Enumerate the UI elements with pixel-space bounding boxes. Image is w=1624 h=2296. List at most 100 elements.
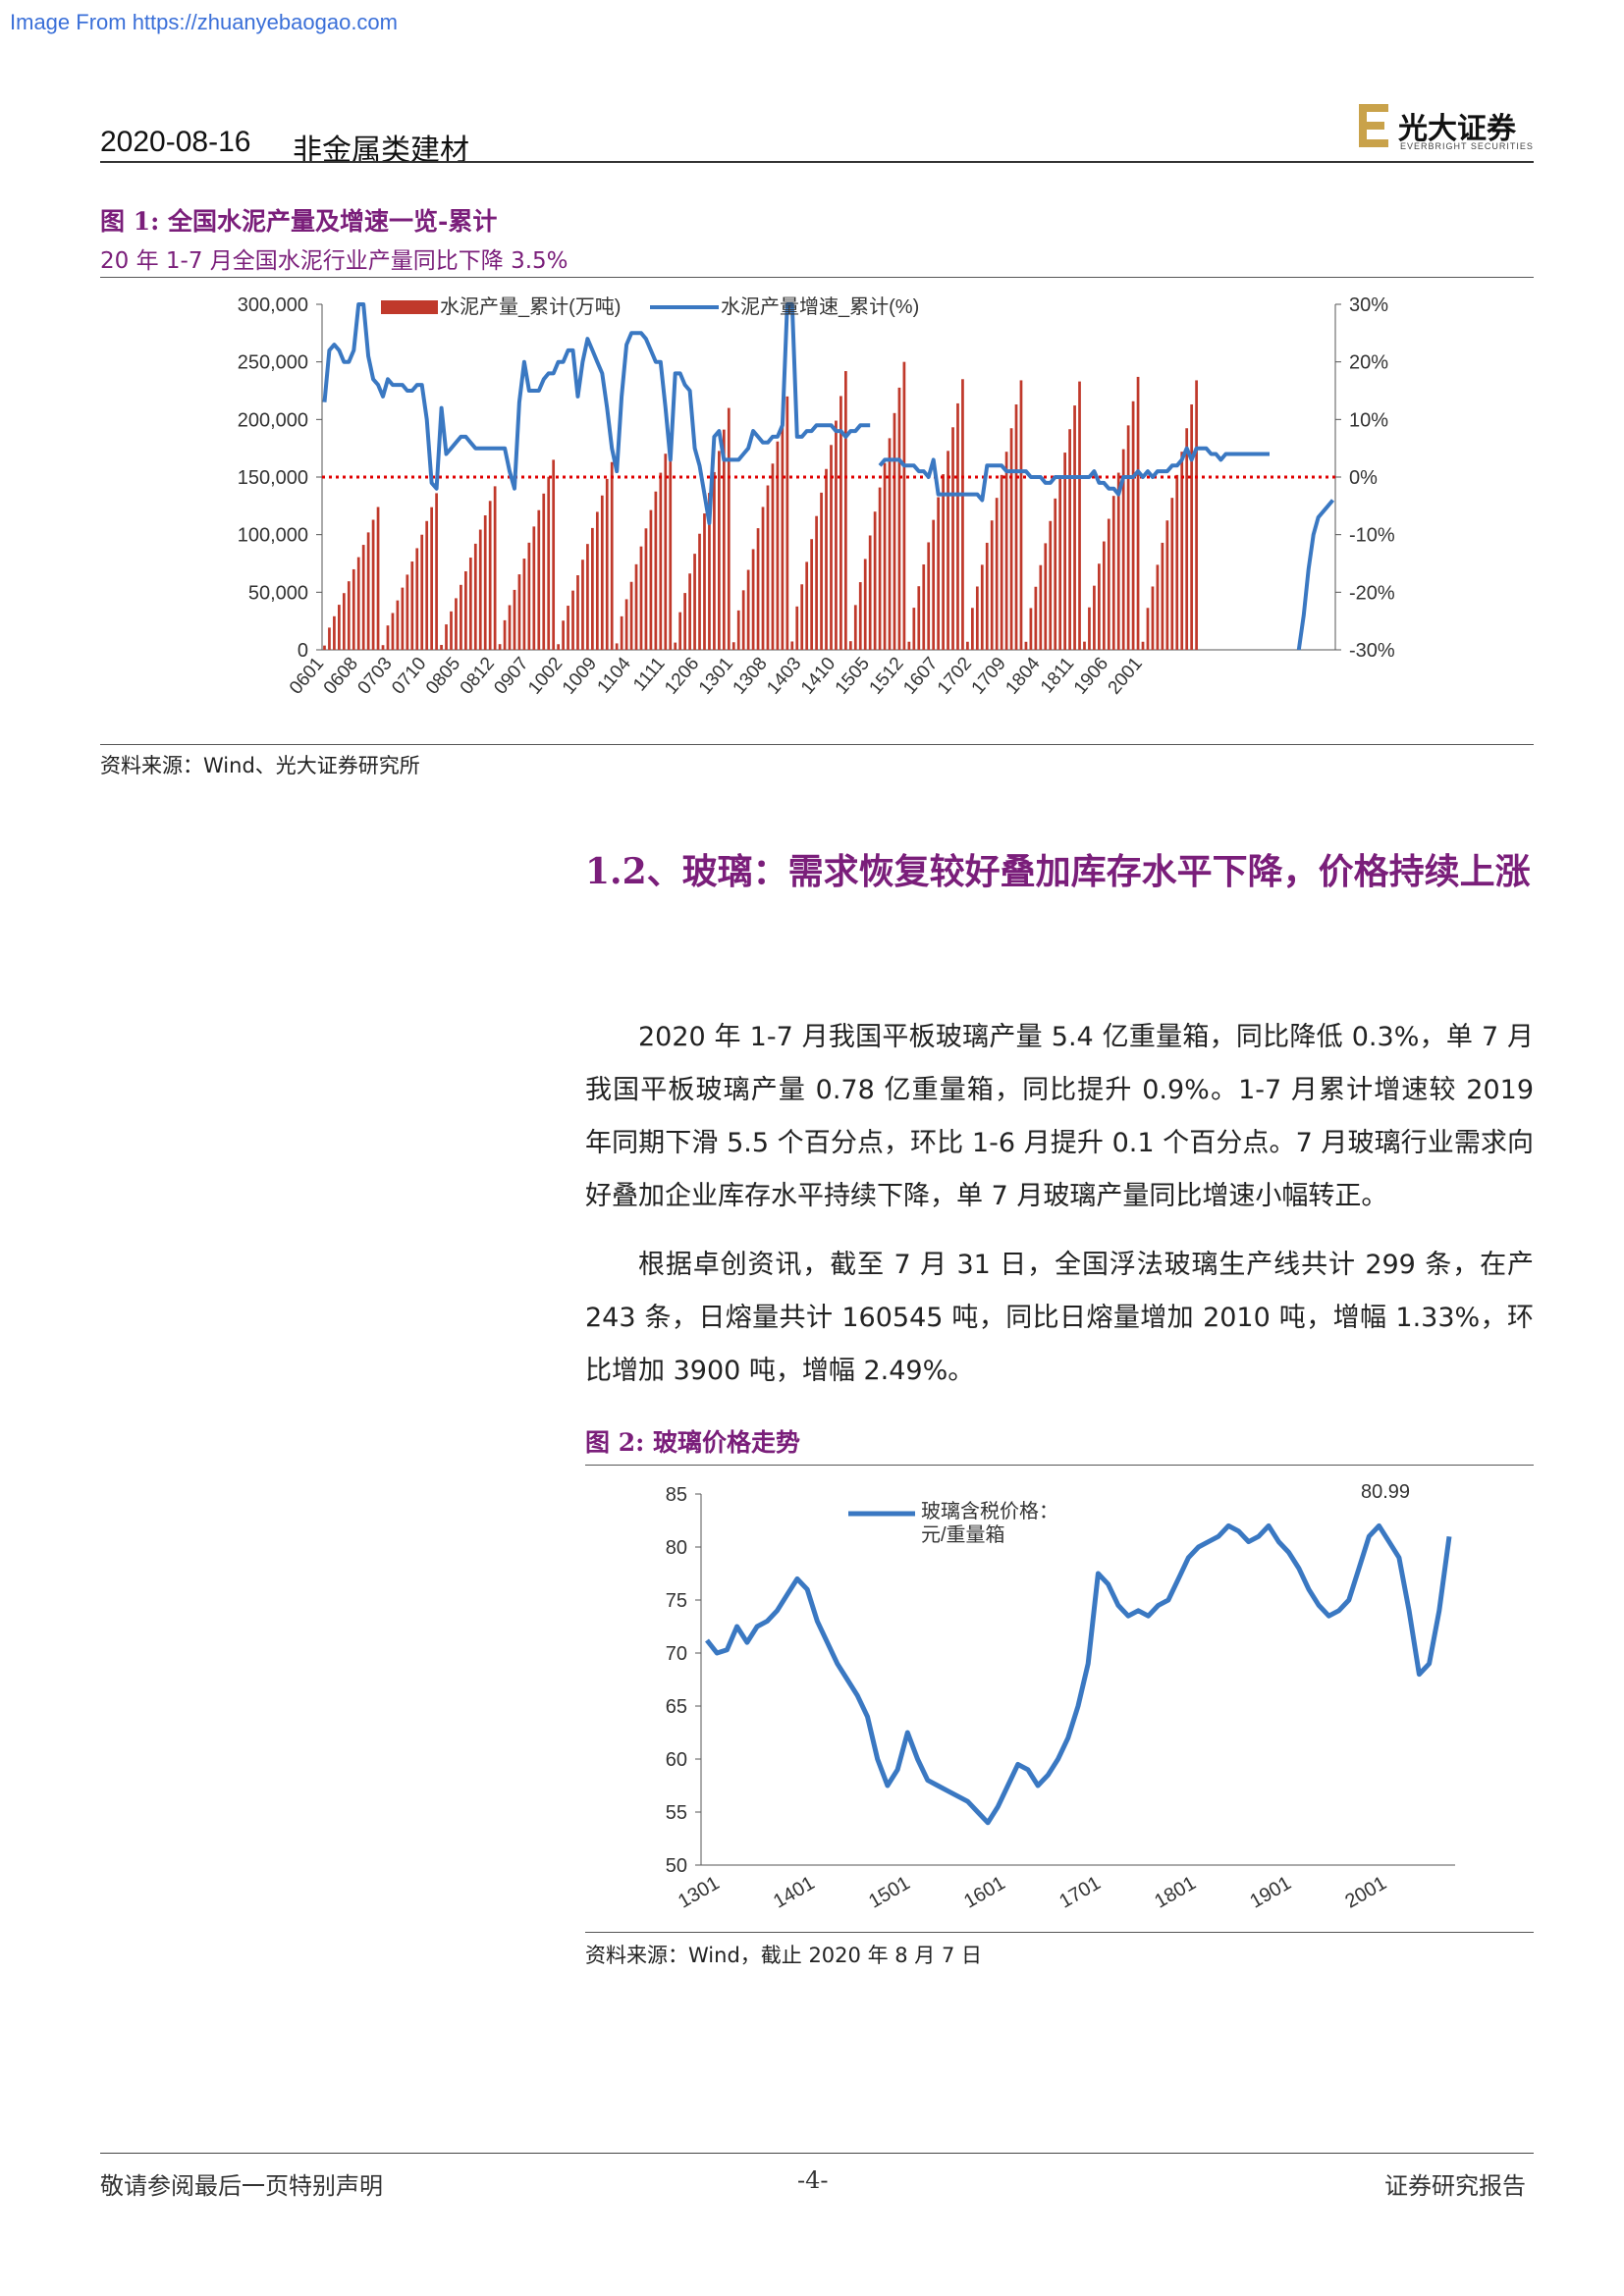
cement-output-bar bbox=[634, 563, 638, 650]
cement-output-bar bbox=[1161, 542, 1164, 650]
cement-output-bar bbox=[1170, 498, 1174, 650]
cement-output-bar bbox=[513, 589, 516, 650]
cement-output-bar bbox=[713, 471, 716, 650]
x-tick-label: 0812 bbox=[457, 654, 499, 699]
cement-output-bar bbox=[825, 468, 828, 650]
watermark-link[interactable]: Image From https://zhuanyebaogao.com bbox=[10, 10, 398, 34]
cement-output-bar bbox=[731, 642, 735, 650]
figure2-label: 图 2: bbox=[585, 1428, 645, 1457]
cement-output-bar bbox=[688, 573, 691, 650]
cement-output-bar bbox=[1039, 564, 1043, 650]
x-tick-label: 1607 bbox=[899, 654, 942, 699]
cement-output-bar bbox=[450, 611, 453, 650]
cement-output-bar bbox=[815, 515, 818, 650]
cement-output-bar bbox=[956, 402, 959, 650]
x-tick-label: 1804 bbox=[1001, 653, 1045, 698]
left-tick-label: 200,000 bbox=[238, 409, 308, 431]
logo-en-text: EVERBRIGHT SECURITIES bbox=[1400, 141, 1534, 151]
right-tick-label: -20% bbox=[1349, 582, 1395, 604]
cement-output-bar bbox=[805, 561, 809, 650]
cement-output-bar bbox=[532, 526, 536, 650]
cement-output-bar bbox=[771, 463, 775, 650]
cement-output-bar bbox=[1024, 641, 1028, 650]
cement-output-bar bbox=[1004, 452, 1008, 650]
cement-output-bar bbox=[1190, 403, 1193, 650]
cement-output-bar bbox=[844, 371, 847, 650]
cement-output-bar bbox=[498, 644, 502, 650]
footer-rule bbox=[100, 2153, 1534, 2154]
figure2-title-text: 玻璃价格走势 bbox=[653, 1428, 801, 1457]
cement-output-bar bbox=[853, 605, 857, 650]
x-tick-label: 2001 bbox=[1105, 654, 1147, 699]
paragraph-1: 2020 年 1-7 月我国平板玻璃产量 5.4 亿重量箱，同比降低 0.3%，… bbox=[585, 1022, 1534, 1211]
report-date: 2020-08-16 bbox=[100, 126, 251, 158]
cement-output-bar bbox=[386, 625, 390, 650]
cement-output-bar bbox=[664, 454, 668, 650]
cement-output-bar bbox=[990, 520, 994, 650]
cement-output-bar bbox=[907, 641, 911, 650]
cement-output-bar bbox=[333, 615, 336, 650]
cement-output-bar bbox=[517, 574, 521, 650]
header-rule bbox=[100, 161, 1534, 163]
cement-output-bar bbox=[947, 451, 949, 650]
y-tick-label: 65 bbox=[666, 1696, 687, 1718]
cement-output-bar bbox=[683, 593, 686, 650]
cement-output-bar bbox=[381, 645, 385, 650]
x-tick-label: 0703 bbox=[354, 654, 397, 699]
figure1-subtitle: 20 年 1-7 月全国水泥行业产量同比下降 3.5% bbox=[100, 248, 568, 274]
cement-output-bar bbox=[537, 509, 541, 650]
cement-output-bar bbox=[445, 624, 448, 650]
cement-output-bar bbox=[698, 533, 701, 650]
cement-output-bar bbox=[557, 644, 560, 650]
cement-output-bar bbox=[751, 549, 755, 650]
cement-output-bar bbox=[542, 493, 546, 650]
cement-output-bar bbox=[1009, 428, 1013, 650]
cement-output-bar bbox=[1068, 429, 1071, 650]
cement-output-bar bbox=[586, 544, 589, 650]
cement-output-bar bbox=[761, 507, 765, 650]
cement-output-bar bbox=[995, 498, 999, 650]
paragraph-2: 根据卓创资讯，截至 7 月 31 日，全国浮法玻璃生产线共计 299 条，在产 … bbox=[585, 1250, 1534, 1386]
right-tick-label: 30% bbox=[1349, 294, 1388, 316]
x-tick-label: 0608 bbox=[320, 654, 362, 699]
cement-output-bar bbox=[1146, 608, 1150, 650]
x-tick-label: 2001 bbox=[1341, 1872, 1390, 1912]
cement-output-bar bbox=[820, 492, 823, 650]
cement-output-bar bbox=[371, 519, 375, 650]
cement-output-bar bbox=[912, 608, 916, 650]
cement-output-bar bbox=[468, 558, 472, 650]
x-tick-label: 1512 bbox=[865, 654, 907, 699]
glass-price-line bbox=[705, 1522, 1452, 1826]
cement-output-bar bbox=[883, 462, 887, 650]
x-tick-label: 1301 bbox=[675, 1872, 724, 1912]
logo-mark-icon bbox=[1359, 104, 1388, 147]
cement-output-bar bbox=[1093, 585, 1096, 650]
left-tick-label: 300,000 bbox=[238, 294, 308, 316]
cement-output-bar bbox=[1131, 400, 1135, 650]
cement-output-bar bbox=[669, 434, 673, 650]
cement-output-bar bbox=[356, 557, 360, 650]
x-tick-label: 1906 bbox=[1070, 654, 1112, 699]
cement-output-bar bbox=[1054, 498, 1057, 650]
cement-output-bar bbox=[420, 534, 424, 650]
cement-output-bar bbox=[488, 501, 492, 650]
cement-output-bar bbox=[897, 387, 901, 650]
growth-rate-line bbox=[322, 302, 871, 525]
cement-output-bar bbox=[678, 612, 682, 650]
footer-report-type: 证券研究报告 bbox=[1384, 2172, 1526, 2200]
cement-output-bar bbox=[1034, 586, 1038, 650]
cement-output-bar bbox=[1107, 518, 1110, 650]
cement-output-bar bbox=[552, 459, 556, 650]
cement-output-bar bbox=[347, 581, 351, 650]
y-tick-label: 85 bbox=[666, 1484, 687, 1506]
cement-output-bar bbox=[493, 486, 497, 650]
cement-output-bar bbox=[980, 564, 984, 650]
y-tick-label: 70 bbox=[666, 1643, 687, 1665]
legend-label-line1: 玻璃含税价格： bbox=[921, 1500, 1058, 1522]
cement-output-bar bbox=[932, 519, 936, 650]
cement-output-bar bbox=[741, 590, 745, 650]
cement-output-bar bbox=[961, 379, 964, 650]
cement-output-bar bbox=[401, 587, 405, 650]
cement-output-bar bbox=[644, 528, 648, 650]
cement-output-bar bbox=[693, 554, 696, 650]
